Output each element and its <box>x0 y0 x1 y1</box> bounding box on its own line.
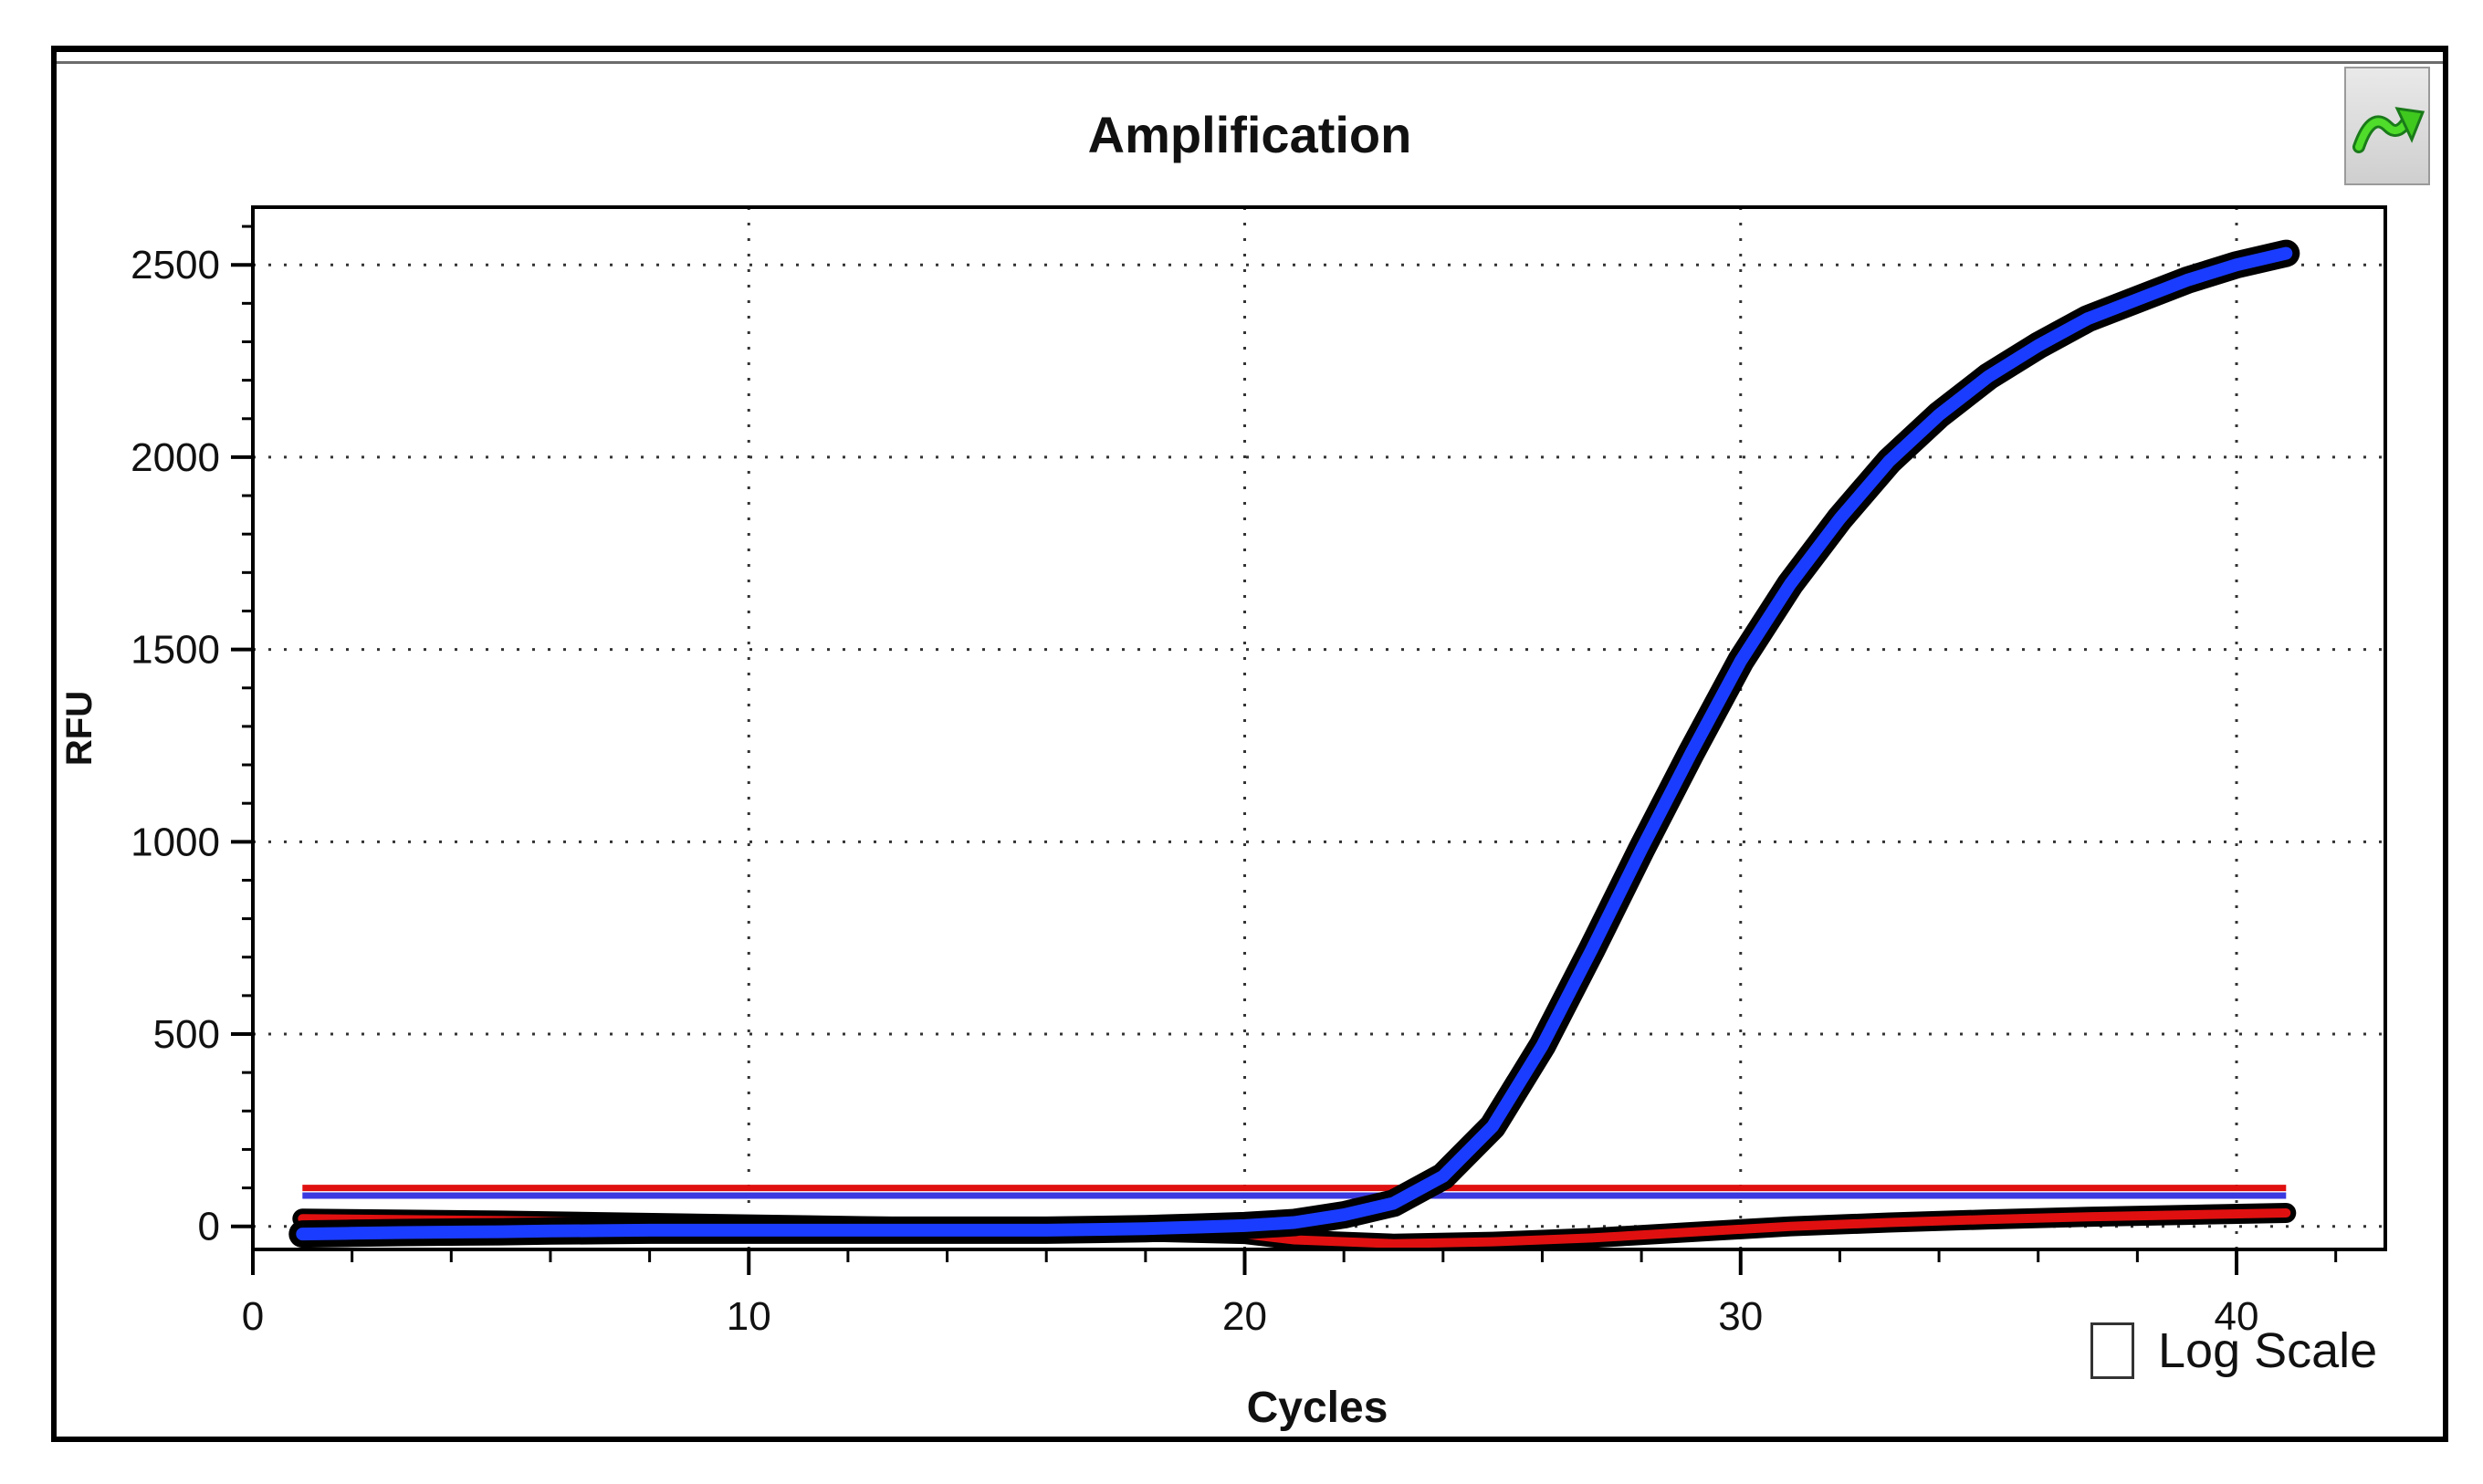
y-tick-label: 2500 <box>131 243 220 287</box>
x-tick-label: 20 <box>1222 1294 1267 1339</box>
y-tick-label: 1500 <box>131 628 220 673</box>
y-tick-label: 1000 <box>131 820 220 864</box>
chart-title: Amplification <box>1087 106 1412 163</box>
x-axis-label: Cycles <box>1247 1384 1388 1432</box>
x-tick-label: 0 <box>242 1294 264 1339</box>
log-scale-toggle[interactable]: Log Scale <box>2090 1314 2377 1387</box>
log-scale-checkbox[interactable] <box>2090 1322 2134 1379</box>
x-tick-label: 40 <box>2215 1294 2259 1339</box>
amplification-panel: Amplification <box>51 46 2448 1442</box>
x-tick-label: 30 <box>1718 1294 1763 1339</box>
y-tick-label: 0 <box>198 1205 220 1249</box>
series-line-outline <box>288 239 2300 1249</box>
green-curve-arrow-icon[interactable] <box>2344 67 2430 185</box>
panel-top-border <box>57 61 2443 64</box>
y-tick-label: 500 <box>153 1012 220 1057</box>
x-tick-label: 10 <box>727 1294 771 1339</box>
series-line <box>296 246 2293 1241</box>
log-scale-label: Log Scale <box>2158 1323 2378 1378</box>
plot-frame <box>251 205 2387 1251</box>
y-tick-label: 2000 <box>131 435 220 480</box>
y-axis-label: RFU <box>59 691 100 766</box>
